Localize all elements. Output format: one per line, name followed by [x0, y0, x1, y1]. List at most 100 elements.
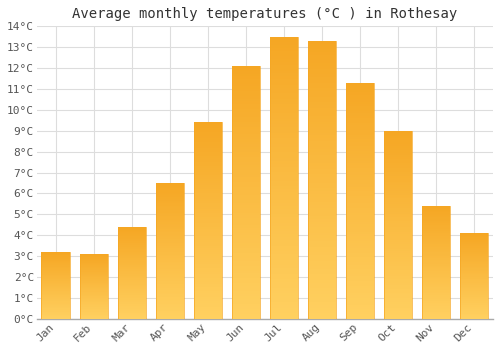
Bar	[346, 182, 374, 184]
Bar	[384, 266, 412, 268]
Bar	[346, 269, 374, 272]
Bar	[118, 291, 146, 292]
Bar	[156, 183, 184, 184]
Bar	[156, 232, 184, 233]
Bar	[308, 224, 336, 227]
Bar	[384, 168, 412, 170]
Bar	[308, 269, 336, 272]
Bar	[42, 263, 70, 264]
Bar	[118, 298, 146, 299]
Bar	[422, 206, 450, 319]
Bar	[156, 262, 184, 263]
Bar	[308, 260, 336, 263]
Bar	[460, 235, 488, 236]
Bar	[194, 136, 222, 138]
Bar	[194, 169, 222, 172]
Bar	[270, 54, 298, 56]
Bar	[422, 241, 450, 242]
Bar	[80, 301, 108, 302]
Bar	[80, 316, 108, 317]
Bar	[460, 277, 488, 278]
Bar	[460, 245, 488, 246]
Bar	[460, 268, 488, 269]
Bar	[346, 243, 374, 246]
Bar	[422, 278, 450, 279]
Bar	[308, 91, 336, 94]
Bar	[346, 102, 374, 104]
Bar	[384, 300, 412, 302]
Bar	[80, 300, 108, 301]
Bar	[80, 278, 108, 279]
Bar	[194, 232, 222, 234]
Bar	[156, 240, 184, 241]
Bar	[346, 241, 374, 243]
Bar	[308, 102, 336, 105]
Bar	[270, 223, 298, 226]
Bar	[194, 289, 222, 292]
Bar	[384, 149, 412, 152]
Bar	[346, 168, 374, 170]
Bar	[194, 217, 222, 219]
Bar	[384, 214, 412, 216]
Bar	[156, 275, 184, 277]
Bar	[460, 309, 488, 310]
Bar	[156, 255, 184, 257]
Bar	[194, 274, 222, 276]
Bar	[460, 237, 488, 238]
Bar	[270, 226, 298, 229]
Bar	[270, 282, 298, 285]
Bar	[346, 205, 374, 208]
Bar	[384, 140, 412, 142]
Bar	[308, 158, 336, 160]
Bar	[308, 266, 336, 269]
Bar	[384, 148, 412, 149]
Bar	[232, 124, 260, 127]
Bar	[194, 205, 222, 207]
Bar	[270, 85, 298, 88]
Bar	[156, 278, 184, 280]
Bar	[194, 162, 222, 164]
Bar	[118, 281, 146, 282]
Bar	[460, 307, 488, 308]
Bar	[308, 113, 336, 116]
Bar	[42, 289, 70, 290]
Bar	[194, 303, 222, 305]
Bar	[194, 124, 222, 126]
Bar	[308, 135, 336, 138]
Bar	[346, 279, 374, 281]
Bar	[42, 290, 70, 291]
Bar	[80, 270, 108, 271]
Bar	[194, 154, 222, 156]
Bar	[118, 229, 146, 230]
Bar	[308, 66, 336, 69]
Bar	[460, 279, 488, 280]
Bar	[384, 212, 412, 214]
Bar	[422, 237, 450, 238]
Bar	[232, 220, 260, 223]
Bar	[346, 305, 374, 307]
Bar	[384, 180, 412, 182]
Bar	[194, 158, 222, 160]
Bar	[80, 284, 108, 285]
Bar	[460, 271, 488, 272]
Bar	[384, 260, 412, 262]
Bar	[460, 234, 488, 235]
Bar	[194, 276, 222, 278]
Bar	[460, 288, 488, 289]
Bar	[270, 102, 298, 104]
Bar	[80, 297, 108, 298]
Bar	[232, 167, 260, 170]
Bar	[194, 238, 222, 240]
Bar	[80, 304, 108, 305]
Bar	[156, 280, 184, 281]
Bar	[42, 275, 70, 276]
Bar	[346, 139, 374, 142]
Bar	[156, 186, 184, 187]
Bar	[232, 119, 260, 122]
Bar	[118, 254, 146, 256]
Bar	[232, 172, 260, 175]
Bar	[118, 231, 146, 232]
Bar	[42, 291, 70, 292]
Bar	[194, 142, 222, 144]
Bar	[232, 94, 260, 96]
